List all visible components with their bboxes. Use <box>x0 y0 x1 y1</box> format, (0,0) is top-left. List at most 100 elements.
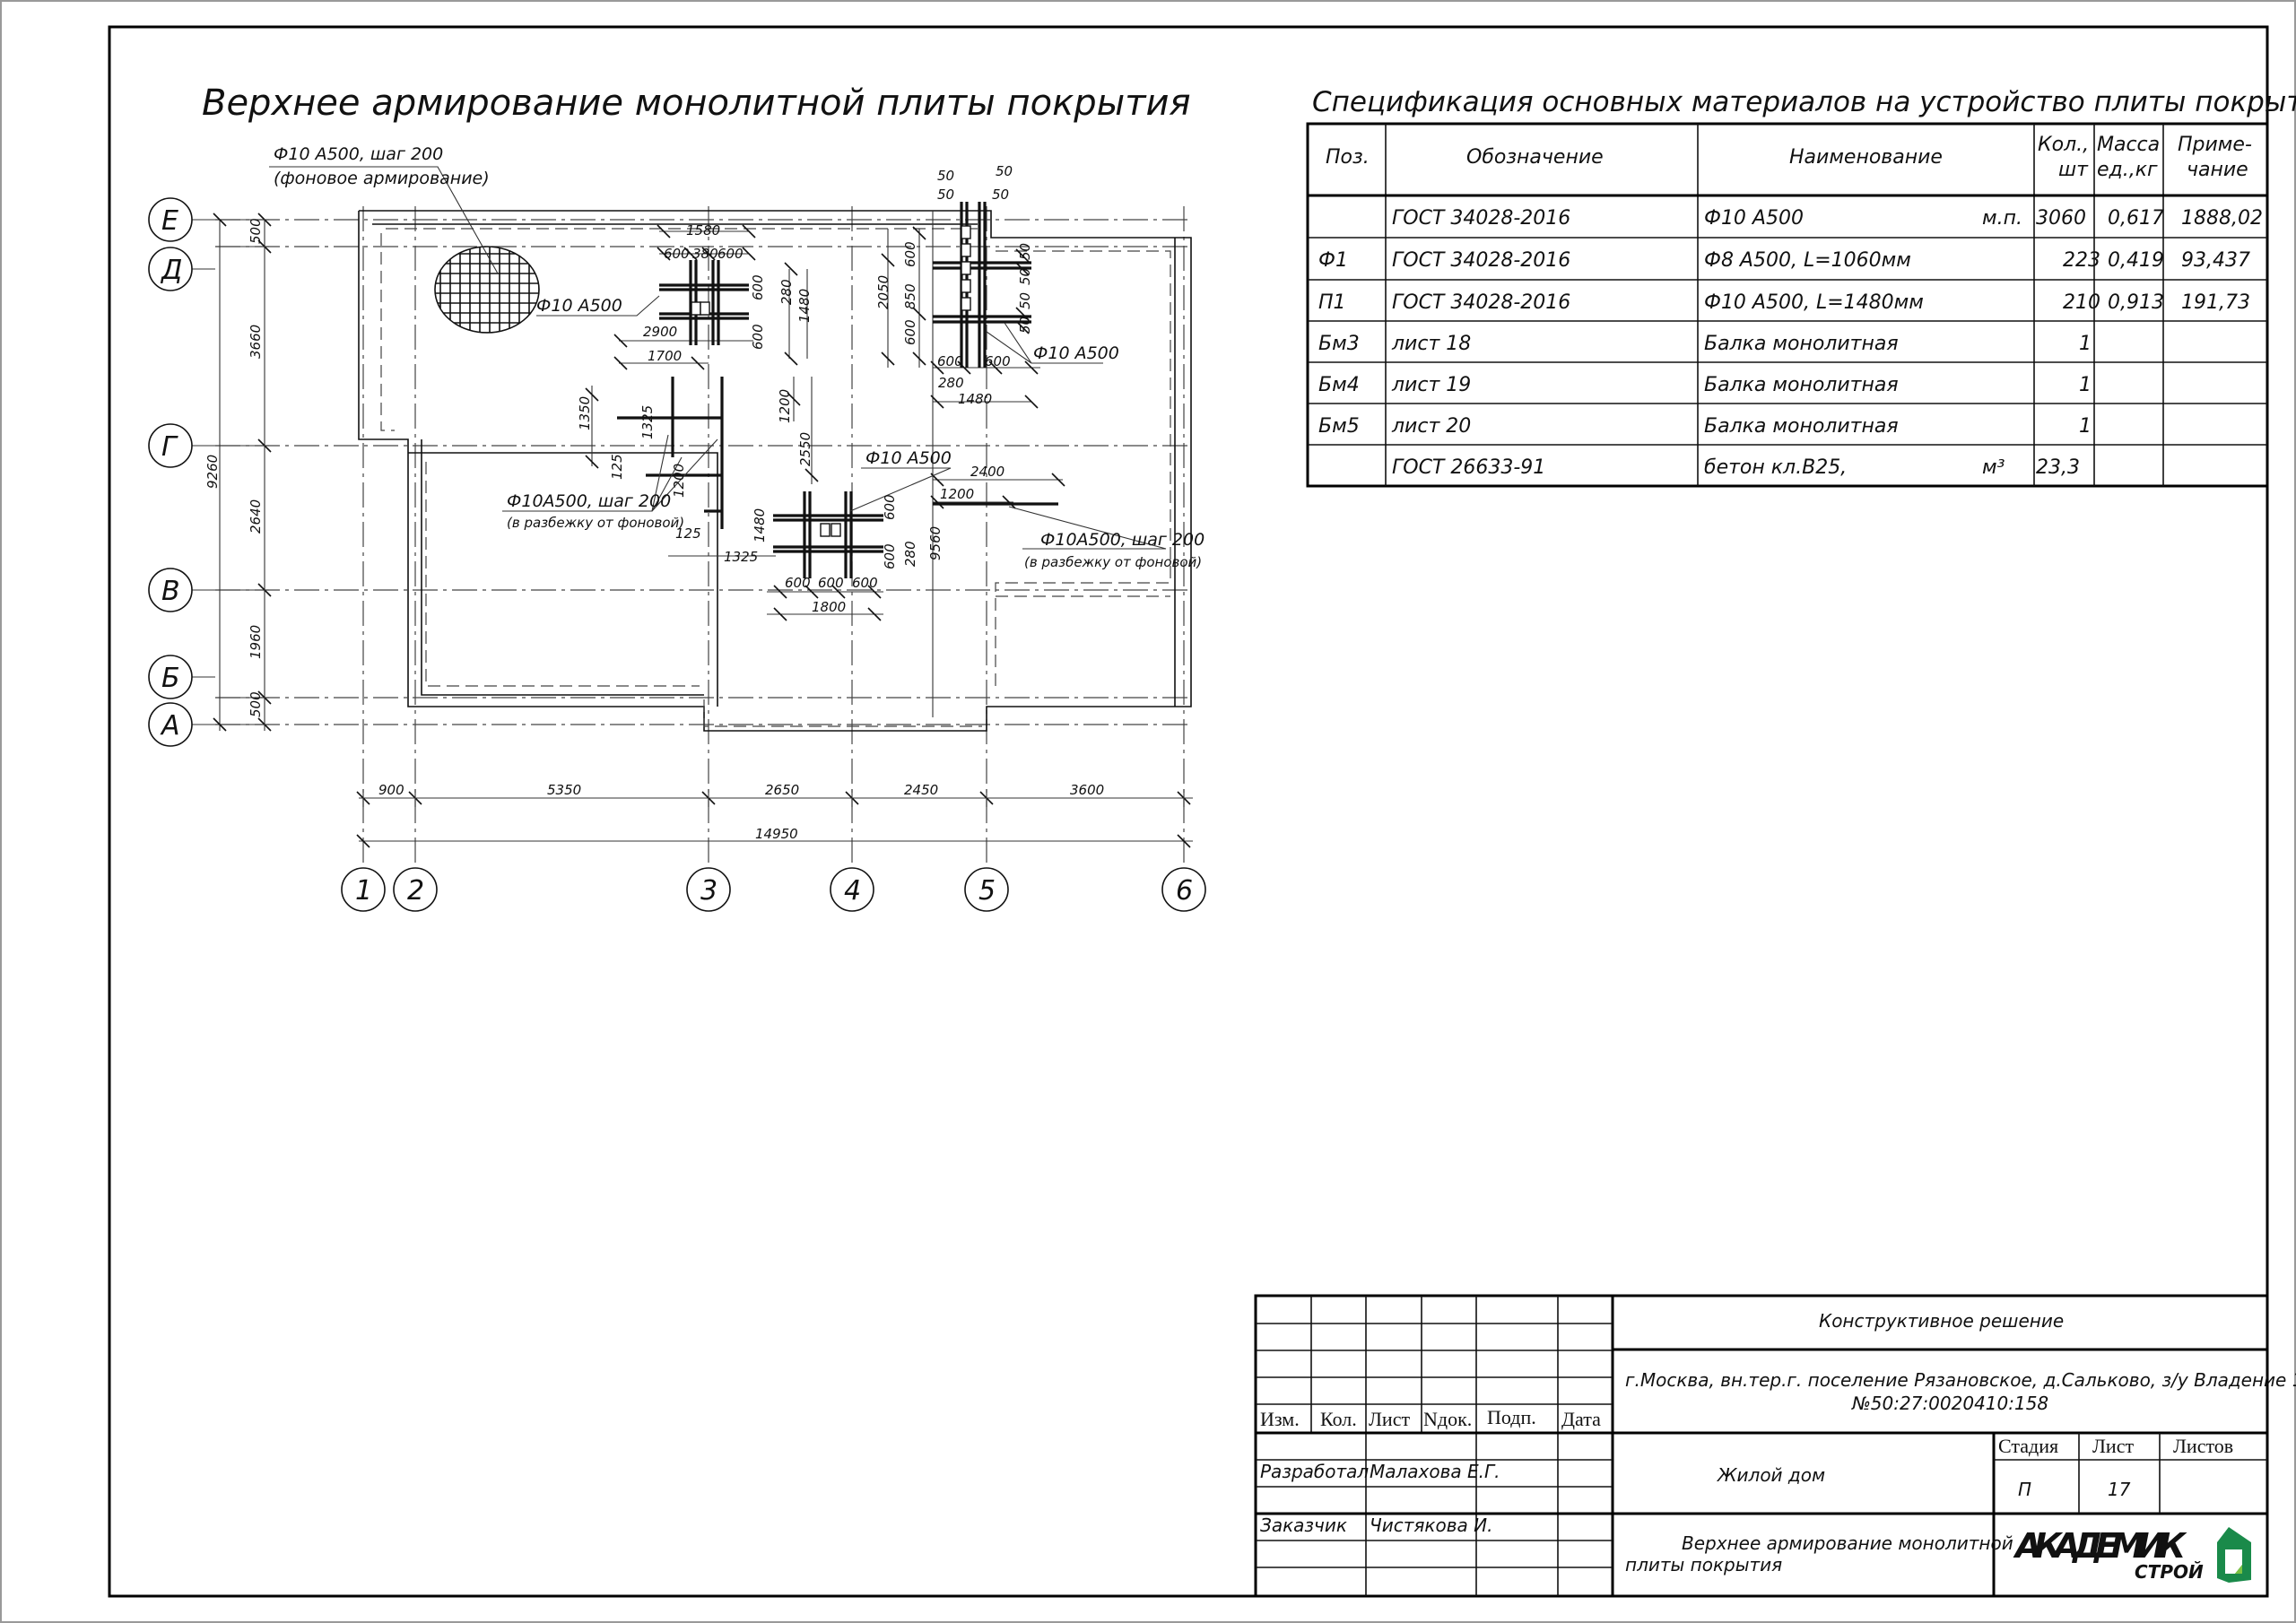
spec-cell-name: бетон кл.В25, <box>1704 456 1847 479</box>
rebar-clamp <box>961 225 971 239</box>
bottom-dimension-labels: 900 5350 2650 2450 3600 14950 <box>378 782 1104 842</box>
dimension-tick <box>213 213 227 227</box>
svg-text:900: 900 <box>378 782 404 798</box>
dimension-tick <box>657 247 671 261</box>
dimension-tick <box>1015 307 1030 321</box>
drawing-title: Верхнее армирование монолитной плиты пок… <box>202 82 1191 124</box>
leader-lines <box>269 166 1167 550</box>
dimension-tick <box>1024 360 1039 375</box>
axis-number-bubbles: 1 2 3 4 5 6 <box>341 867 1206 912</box>
spec-cell-designation: ГОСТ 34028-2016 <box>1392 291 1570 314</box>
spec-row: ГОСТ 34028-2016 Ф10 А500 м.п. 3060 0,617 1888… <box>1392 207 2263 230</box>
dimension-tick <box>213 717 227 732</box>
spec-cell-unit: м.п. <box>1982 207 2022 230</box>
header-designation: Обозначение <box>1466 146 1604 169</box>
customer-name: Чистякова И. <box>1370 1515 1492 1536</box>
svg-text:280: 280 <box>778 279 795 305</box>
dimension-tick <box>804 468 819 482</box>
svg-text:1200: 1200 <box>777 389 793 423</box>
rebar-label-cluster3: Ф10 А500 <box>865 448 952 468</box>
svg-text:1580: 1580 <box>686 222 720 239</box>
svg-text:3600: 3600 <box>1070 782 1104 798</box>
dimension-tick <box>1024 395 1039 409</box>
spec-cell-note: 93,437 <box>2181 249 2250 272</box>
axis-bubble-B: Б <box>148 655 193 699</box>
svg-text:4: 4 <box>844 875 861 907</box>
spec-cell-qty: 223 <box>2063 249 2100 272</box>
dimension-tick <box>957 360 971 375</box>
spec-cell-note: 1888,02 <box>2181 207 2263 230</box>
spec-cell-qty: 210 <box>2063 291 2100 314</box>
svg-text:2900: 2900 <box>643 324 677 340</box>
dimension-tick <box>1177 834 1191 848</box>
left-dimension-labels: 500 3660 2640 1960 500 9260 <box>204 218 264 717</box>
svg-text:600: 600 <box>718 246 744 262</box>
rev-header-kol: Кол. <box>1320 1408 1357 1430</box>
rebar-clamp <box>961 261 971 275</box>
svg-text:850: 850 <box>902 283 918 309</box>
dimension-tick <box>787 392 801 406</box>
dimension-tick <box>742 224 756 239</box>
dimension-tick <box>585 455 599 469</box>
sheets-label: Листов <box>2173 1435 2233 1457</box>
svg-text:Д: Д <box>160 255 182 286</box>
svg-text:600: 600 <box>750 324 766 350</box>
dimension-tick <box>1015 248 1030 263</box>
header-mass-unit: ед.,кг <box>2097 159 2158 181</box>
svg-text:1960: 1960 <box>248 625 264 659</box>
dimension-tick <box>988 360 1003 375</box>
svg-text:50: 50 <box>992 187 1009 203</box>
dimension-tick <box>804 585 819 599</box>
svg-text:600: 600 <box>902 319 918 345</box>
header-note-2: чание <box>2187 159 2248 181</box>
axis-bubble-4: 4 <box>830 867 874 912</box>
dimension-tick <box>881 253 895 267</box>
rebar-label-cluster4: Ф10 А500 <box>1033 343 1119 363</box>
spec-cell-name: Ф8 А500, L=1060мм <box>1704 249 1911 272</box>
callout-right-line1: Ф10А500, шаг 200 <box>1040 530 1205 550</box>
svg-text:1: 1 <box>355 875 372 907</box>
axis-bubble-1: 1 <box>341 867 386 912</box>
header-mass: Масса <box>2097 134 2160 156</box>
svg-text:5: 5 <box>978 875 996 907</box>
svg-text:125: 125 <box>675 525 701 542</box>
spec-cell-name: Балка монолитная <box>1704 333 1899 355</box>
rebar-bars <box>617 202 1058 578</box>
spec-cell-pos: Бм5 <box>1318 415 1360 438</box>
dimension-tick <box>773 585 787 599</box>
rebar-clamp <box>961 279 971 293</box>
svg-text:А: А <box>160 710 180 742</box>
section-name: Конструктивное решение <box>1819 1310 2064 1332</box>
stage-label: Стадия <box>1998 1435 2058 1457</box>
title-block: Изм. Кол. Лист Nдок. Подп. Дата Разработ… <box>1254 1294 2296 1598</box>
svg-text:600: 600 <box>785 575 811 591</box>
spec-row: Бм5 лист 20 Балка монолитная 1 <box>1318 415 2092 438</box>
spec-cell-pos: Бм3 <box>1318 333 1360 355</box>
spec-cell-designation: ГОСТ 26633-91 <box>1392 456 1545 479</box>
cluster3-dimension-labels: 600 280 600 600 600 600 1800 <box>785 494 918 615</box>
svg-text:50: 50 <box>1017 243 1033 260</box>
address-line2: №50:27:0020410:158 <box>1851 1393 2048 1414</box>
spec-cell-designation: лист 20 <box>1391 415 1471 438</box>
svg-text:Г: Г <box>161 431 178 463</box>
rebar-clamp <box>831 523 841 537</box>
axis-bubble-3: 3 <box>686 867 731 912</box>
stage-value: П <box>2018 1479 2031 1500</box>
spec-cell-designation: лист 19 <box>1391 374 1471 396</box>
svg-text:600: 600 <box>664 246 690 262</box>
dimension-tick <box>831 585 846 599</box>
sheet-value: 17 <box>2108 1479 2131 1500</box>
dimension-tick <box>691 356 705 370</box>
svg-text:280: 280 <box>938 375 964 391</box>
dimension-tick <box>742 247 756 261</box>
svg-text:2550: 2550 <box>797 432 813 466</box>
spec-row: Бм4 лист 19 Балка монолитная 1 <box>1318 374 2092 396</box>
axis-bubble-A: А <box>148 702 193 747</box>
dimension-tick <box>867 607 882 621</box>
customer-label: Заказчик <box>1260 1515 1347 1536</box>
spec-row: ГОСТ 26633-91 бетон кл.В25, м³ 23,3 <box>1392 456 2080 479</box>
svg-text:2: 2 <box>407 875 424 907</box>
slab-outline <box>358 210 1192 732</box>
dimension-tick <box>784 352 798 366</box>
